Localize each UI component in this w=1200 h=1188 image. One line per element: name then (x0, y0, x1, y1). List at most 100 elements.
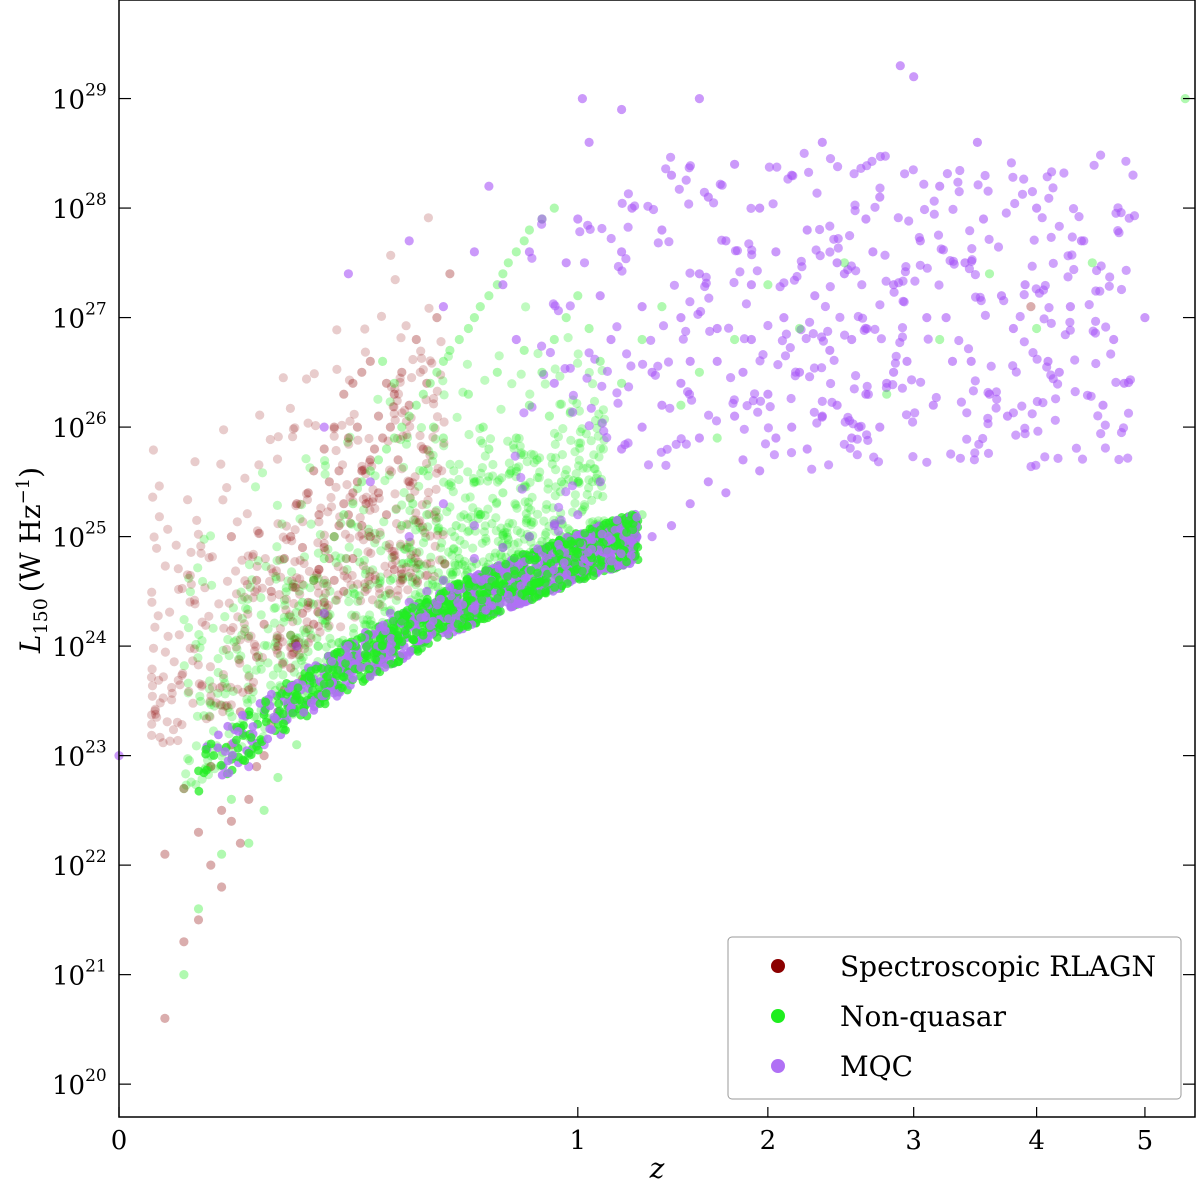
non-quasar-point (507, 519, 518, 529)
mqc-point (908, 452, 918, 462)
spectroscopic-rlagn-point (243, 551, 253, 561)
mqc-point (703, 192, 713, 202)
mqc-point (1096, 150, 1106, 160)
spectroscopic-rlagn-point (365, 505, 375, 515)
non-quasar-point (502, 528, 512, 538)
non-quasar-point (526, 566, 536, 575)
non-quasar-point (208, 623, 218, 633)
mqc-point (742, 401, 752, 411)
spectroscopic-rlagn-point (410, 472, 420, 482)
non-quasar-point (352, 483, 363, 494)
spectroscopic-rlagn-point (177, 670, 187, 680)
mqc-point (895, 61, 905, 71)
spectroscopic-rlagn-point (217, 882, 227, 892)
non-quasar-point (510, 499, 520, 509)
spectroscopic-rlagn-point (211, 698, 221, 708)
non-quasar-point (363, 531, 374, 541)
mqc-point (568, 407, 578, 417)
mqc-point (1020, 429, 1030, 439)
mqc-point (248, 722, 258, 731)
non-quasar-point (272, 633, 282, 643)
mqc-point (1011, 430, 1021, 440)
spectroscopic-rlagn-point (190, 599, 200, 609)
non-quasar-point (573, 291, 583, 301)
mqc-point (919, 179, 929, 189)
mqc-point (638, 359, 648, 369)
non-quasar-point (599, 520, 609, 530)
mqc-point (663, 357, 674, 367)
spectroscopic-rlagn-point (271, 566, 281, 576)
non-quasar-point (463, 591, 472, 600)
mqc-point (426, 621, 435, 630)
non-quasar-point (515, 441, 525, 451)
non-quasar-point (442, 507, 452, 517)
spectroscopic-rlagn-point (422, 445, 432, 455)
spectroscopic-rlagn-point (391, 555, 401, 566)
spectroscopic-rlagn-point (154, 512, 164, 522)
mqc-point (928, 400, 938, 410)
mqc-point (978, 214, 989, 224)
non-quasar-point (541, 528, 551, 538)
non-quasar-point (325, 678, 335, 688)
non-quasar-point (449, 466, 459, 476)
non-quasar-point (237, 630, 247, 640)
spectroscopic-rlagn-point (254, 528, 264, 539)
non-quasar-point (637, 334, 647, 345)
non-quasar-point (456, 512, 466, 522)
mqc-point (771, 433, 781, 443)
spectroscopic-rlagn-point (158, 693, 168, 703)
mqc-point (458, 600, 468, 609)
mqc-point (901, 410, 912, 420)
non-quasar-point (241, 603, 251, 613)
mqc-point (967, 255, 977, 265)
spectroscopic-rlagn-point (381, 378, 392, 388)
non-quasar-point (220, 678, 230, 688)
mqc-point (1019, 290, 1029, 300)
mqc-point (406, 646, 416, 656)
mqc-point (809, 363, 820, 373)
spectroscopic-rlagn-point (370, 574, 380, 585)
mqc-point (984, 234, 994, 244)
non-quasar-point (584, 323, 594, 334)
non-quasar-point (236, 651, 246, 661)
spectroscopic-rlagn-point (259, 619, 269, 629)
spectroscopic-rlagn-point (174, 584, 184, 595)
spectroscopic-rlagn-point (147, 710, 157, 720)
spectroscopic-rlagn-point (278, 373, 288, 383)
non-quasar-point (296, 655, 307, 666)
spectroscopic-rlagn-point (359, 465, 369, 475)
spectroscopic-rlagn-point (275, 555, 285, 565)
non-quasar-point (451, 521, 461, 531)
non-quasar-point (537, 536, 547, 546)
mqc-point (815, 224, 825, 235)
spectroscopic-rlagn-point (368, 485, 378, 495)
mqc-point (595, 291, 605, 301)
mqc-point (484, 181, 494, 191)
spectroscopic-rlagn-point (407, 373, 417, 383)
spectroscopic-rlagn-point (281, 535, 292, 545)
mqc-point (584, 137, 594, 147)
non-quasar-point (582, 463, 592, 473)
spectroscopic-rlagn-point (154, 675, 164, 685)
non-quasar-point (547, 459, 557, 469)
spectroscopic-rlagn-point (207, 552, 217, 562)
spectroscopic-rlagn-point (248, 593, 258, 603)
non-quasar-point (440, 559, 450, 569)
spectroscopic-rlagn-point (265, 576, 275, 587)
spectroscopic-rlagn-point (150, 706, 160, 716)
non-quasar-point (411, 574, 421, 584)
non-quasar-point (484, 444, 494, 454)
non-quasar-point (496, 523, 506, 533)
mqc-point (915, 260, 925, 270)
non-quasar-point (234, 654, 244, 664)
non-quasar-point (194, 766, 203, 776)
spectroscopic-rlagn-point (290, 582, 300, 592)
spectroscopic-rlagn-point (386, 382, 396, 392)
non-quasar-point (524, 225, 535, 235)
spectroscopic-rlagn-point (389, 389, 399, 399)
spectroscopic-rlagn-point (358, 494, 368, 504)
mqc-point (567, 481, 578, 491)
non-quasar-point (272, 542, 282, 552)
non-quasar-point (319, 593, 329, 603)
non-quasar-point (397, 559, 407, 569)
